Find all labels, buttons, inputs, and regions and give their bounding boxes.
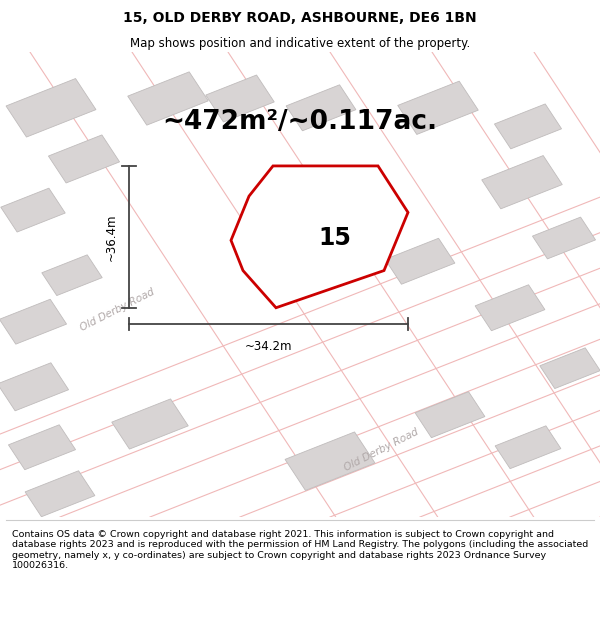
Polygon shape — [385, 238, 455, 284]
Text: ~472m²/~0.117ac.: ~472m²/~0.117ac. — [163, 109, 437, 135]
Text: Contains OS data © Crown copyright and database right 2021. This information is : Contains OS data © Crown copyright and d… — [12, 530, 588, 570]
Polygon shape — [482, 156, 562, 209]
Polygon shape — [540, 348, 600, 389]
Text: Old Derby Road: Old Derby Road — [78, 287, 156, 333]
Polygon shape — [286, 85, 356, 131]
Polygon shape — [398, 81, 478, 134]
Polygon shape — [206, 75, 274, 122]
Polygon shape — [6, 79, 96, 137]
Polygon shape — [494, 104, 562, 149]
Polygon shape — [231, 166, 408, 308]
Polygon shape — [112, 399, 188, 449]
Polygon shape — [42, 255, 102, 296]
Text: ~36.4m: ~36.4m — [105, 213, 118, 261]
Polygon shape — [475, 285, 545, 331]
Text: Map shows position and indicative extent of the property.: Map shows position and indicative extent… — [130, 38, 470, 51]
Text: Old Derby Road: Old Derby Road — [342, 426, 420, 472]
Text: 15, OLD DERBY ROAD, ASHBOURNE, DE6 1BN: 15, OLD DERBY ROAD, ASHBOURNE, DE6 1BN — [123, 11, 477, 26]
Text: 15: 15 — [319, 226, 352, 250]
Polygon shape — [532, 217, 596, 259]
Polygon shape — [1, 188, 65, 232]
Polygon shape — [25, 471, 95, 517]
Polygon shape — [495, 426, 561, 469]
Polygon shape — [49, 135, 119, 183]
Polygon shape — [295, 189, 371, 240]
Polygon shape — [8, 425, 76, 470]
Text: ~34.2m: ~34.2m — [245, 340, 292, 353]
Polygon shape — [128, 72, 208, 125]
Polygon shape — [285, 432, 375, 491]
Polygon shape — [415, 392, 485, 438]
Polygon shape — [0, 299, 67, 344]
Polygon shape — [0, 362, 68, 411]
